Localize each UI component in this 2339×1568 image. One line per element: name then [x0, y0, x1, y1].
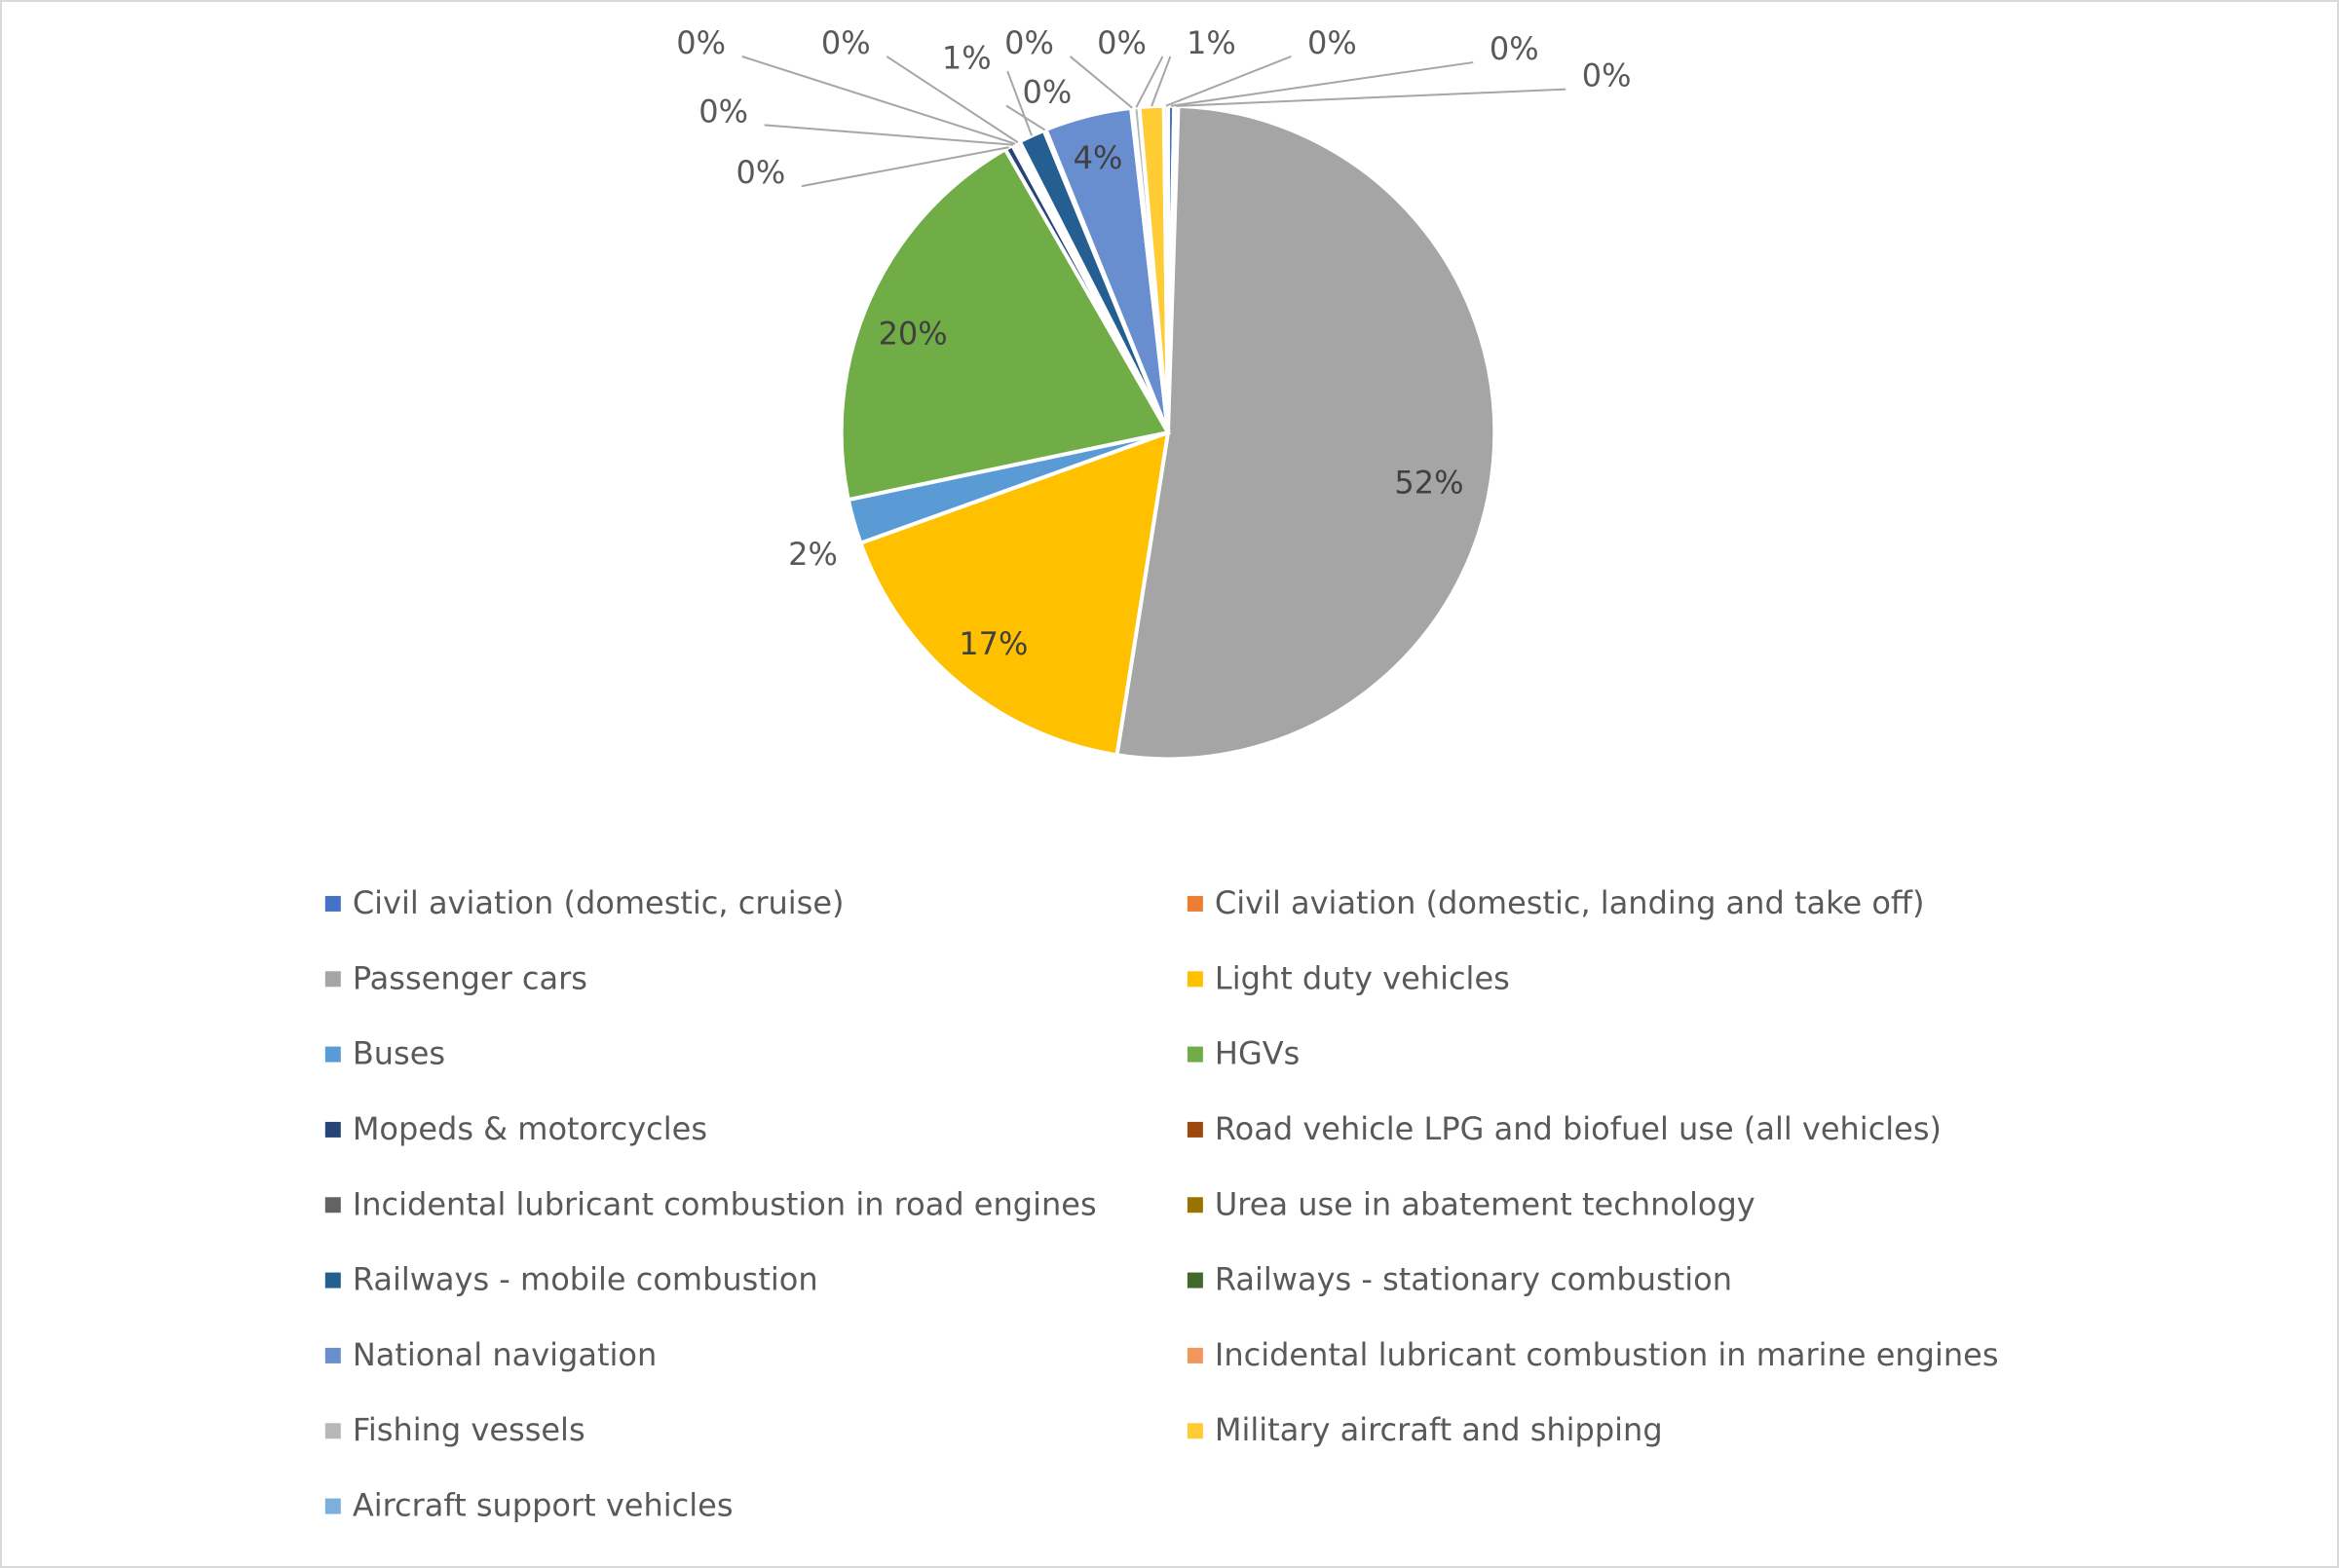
data-label: 0% — [1582, 57, 1632, 94]
data-label: 0% — [676, 24, 726, 61]
data-label: 52% — [1394, 465, 1463, 502]
legend-label: Civil aviation (domestic, landing and ta… — [1215, 884, 1925, 921]
legend-marker — [324, 1423, 341, 1439]
leader-line — [1135, 56, 1164, 108]
data-label: 17% — [959, 625, 1028, 662]
leader-line — [1176, 88, 1566, 107]
legend-label: Light duty vehicles — [1215, 959, 1510, 996]
legend-marker — [324, 1498, 341, 1514]
legend-marker — [1187, 971, 1203, 988]
legend-marker — [324, 1046, 341, 1063]
legend-label: Incidental lubricant combustion in road … — [353, 1185, 1097, 1222]
legend-label: HGVs — [1215, 1035, 1300, 1072]
legend-label: Railways - mobile combustion — [353, 1261, 818, 1298]
leader-line — [1005, 104, 1046, 131]
data-label: 4% — [1074, 139, 1123, 176]
legend-label: Mopeds & motorcycles — [353, 1110, 707, 1147]
legend-marker — [1187, 1121, 1203, 1138]
pie-slice — [857, 429, 1171, 758]
legend-marker — [1187, 1046, 1203, 1063]
leader-line — [886, 56, 1019, 144]
legend-label: National navigation — [353, 1336, 657, 1373]
legend-marker — [324, 895, 341, 912]
leader-line — [1006, 70, 1033, 136]
legend-label: Road vehicle LPG and biofuel use (all ve… — [1215, 1110, 1942, 1147]
legend-marker — [324, 1272, 341, 1288]
data-label: 0% — [736, 154, 786, 191]
legend-label: Aircraft support vehicles — [353, 1487, 734, 1524]
legend-marker — [1187, 895, 1203, 912]
data-label: 0% — [1097, 24, 1147, 61]
legend-label: Fishing vessels — [353, 1411, 585, 1448]
legend-marker — [324, 971, 341, 988]
pie-slice — [839, 146, 1172, 503]
legend-marker — [1187, 1423, 1203, 1439]
leader-line — [1151, 56, 1172, 107]
data-label: 0% — [1307, 24, 1357, 61]
data-label: 20% — [879, 316, 948, 353]
data-label: 0% — [1004, 24, 1054, 61]
legend-marker — [324, 1197, 341, 1213]
leader-line — [1165, 56, 1292, 107]
leader-line — [1170, 61, 1474, 107]
leader-line — [764, 124, 1014, 146]
legend-marker — [324, 1347, 341, 1363]
pie-slice — [1114, 103, 1497, 762]
data-label: 2% — [788, 536, 838, 573]
legend-label: Railways - stationary combustion — [1215, 1261, 1732, 1298]
legend-marker — [1187, 1272, 1203, 1288]
leader-line — [1069, 56, 1133, 109]
data-label: 1% — [1187, 24, 1236, 61]
legend-label: Urea use in abatement technology — [1215, 1185, 1755, 1222]
data-label: 0% — [1023, 73, 1073, 110]
data-label: 0% — [821, 24, 871, 61]
legend-label: Passenger cars — [353, 959, 587, 996]
legend-marker — [324, 1121, 341, 1138]
legend-label: Civil aviation (domestic, cruise) — [353, 884, 845, 921]
legend-label: Incidental lubricant combustion in marin… — [1215, 1336, 1999, 1373]
data-label: 0% — [698, 93, 748, 130]
data-label: 0% — [1490, 30, 1539, 67]
legend-label: Buses — [353, 1035, 445, 1072]
leader-line — [741, 55, 1016, 145]
legend-marker — [1187, 1347, 1203, 1363]
data-label: 1% — [942, 39, 992, 76]
leader-line — [801, 146, 1009, 188]
legend-label: Military aircraft and shipping — [1215, 1411, 1663, 1448]
legend-marker — [1187, 1197, 1203, 1213]
